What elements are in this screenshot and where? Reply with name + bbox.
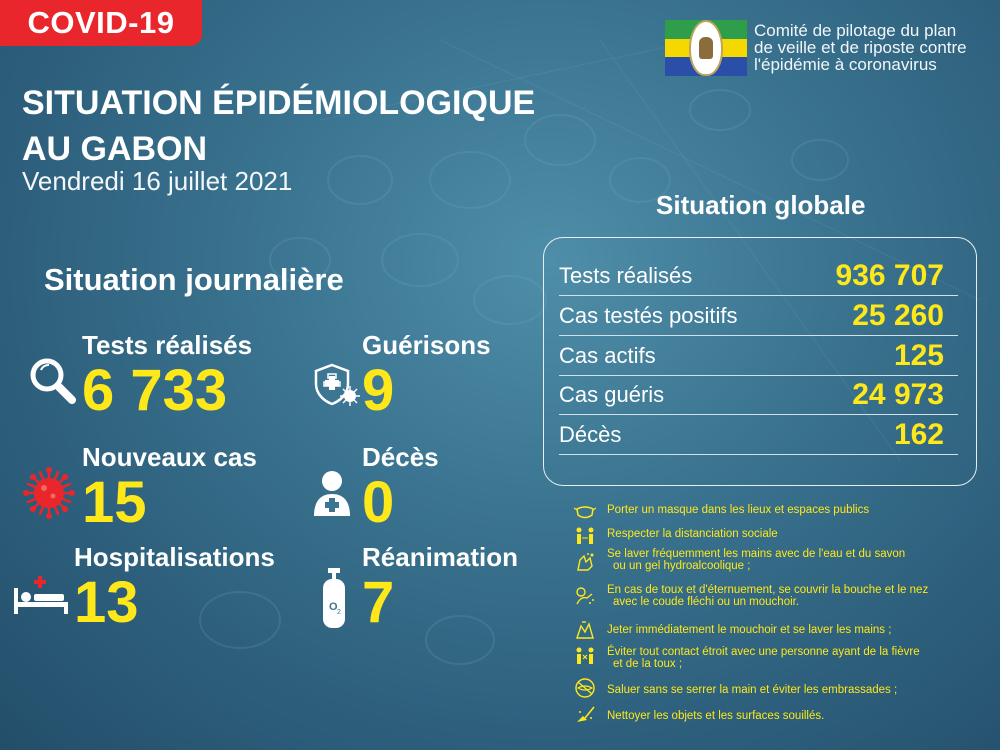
measure-text: Respecter la distanciation sociale	[607, 528, 967, 540]
recoveries-value: 9	[362, 358, 395, 423]
intensive-care-value: 7	[362, 570, 395, 635]
measure-text: Saluer sans se serrer la main et éviter …	[607, 684, 967, 696]
measure-line: et de la toux ;	[613, 658, 683, 670]
deaths-value: 0	[362, 470, 395, 535]
hospitalizations-value: 13	[74, 570, 139, 635]
daily-title: Situation journalière	[44, 262, 344, 297]
global-row-label: Tests réalisés	[559, 262, 693, 288]
hospital-bed-icon	[14, 576, 68, 614]
measure-line: En cas de toux et d'éternuement, se couv…	[607, 584, 929, 596]
svg-text:O: O	[329, 601, 338, 613]
measure-line: Porter un masque dans les lieux et espac…	[607, 504, 870, 516]
tissue-icon	[576, 621, 594, 639]
measure-text: Nettoyer les objets et les surfaces soui…	[607, 710, 967, 722]
tests-label: Tests réalisés	[82, 330, 253, 360]
hand-wash-icon	[577, 553, 594, 571]
mask-icon	[574, 506, 596, 519]
measure-line: ou un gel hydroalcoolique ;	[613, 560, 751, 572]
global-stats-box	[543, 237, 977, 486]
global-row-label: Décès	[559, 421, 622, 447]
report-date: Vendredi 16 juillet 2021	[22, 166, 293, 196]
committee-line-3: l'épidémie à coronavirus	[754, 55, 937, 74]
recoveries-label: Guérisons	[362, 330, 491, 360]
virus-icon	[23, 467, 75, 519]
measure-line: Se laver fréquemment les mains avec de l…	[607, 548, 906, 560]
global-row-value: 162	[893, 417, 944, 451]
new-cases-label: Nouveaux cas	[82, 442, 257, 472]
coat-of-arms-icon	[689, 20, 723, 76]
cleaning-icon	[577, 706, 595, 722]
global-row-value: 125	[893, 338, 944, 372]
tests-value: 6 733	[82, 358, 228, 423]
global-row-label: Cas actifs	[559, 342, 656, 368]
measure-line: Jeter immédiatement le mouchoir et se la…	[607, 624, 892, 636]
shield-virus-icon	[314, 363, 360, 406]
title-line-2: AU GABON	[22, 130, 208, 168]
measure-text: Éviter tout contact étroit avec une pers…	[607, 646, 967, 670]
oxygen-tank-icon: O 2	[323, 568, 345, 628]
measure-line: avec le coude fléchi ou un mouchoir.	[613, 596, 800, 608]
global-row-label: Cas testés positifs	[559, 302, 738, 328]
committee-name: Comité de pilotage du plan de veille et …	[754, 22, 967, 73]
avoid-contact-icon	[576, 647, 594, 664]
deaths-label: Décès	[362, 442, 439, 472]
global-row: Cas guéris 24 973	[559, 375, 958, 415]
committee-line-1: Comité de pilotage du plan	[754, 21, 957, 40]
no-handshake-icon	[575, 678, 595, 698]
global-row-value: 936 707	[835, 258, 944, 292]
new-cases-value: 15	[82, 470, 147, 535]
measure-text: Se laver fréquemment les mains avec de l…	[607, 548, 967, 572]
distance-icon	[576, 527, 594, 544]
global-title: Situation globale	[656, 190, 866, 220]
measure-line: Nettoyer les objets et les surfaces soui…	[607, 710, 825, 722]
measure-line: Éviter tout contact étroit avec une pers…	[607, 646, 920, 658]
committee-line-2: de veille et de riposte contre	[754, 38, 967, 57]
intensive-care-label: Réanimation	[362, 542, 519, 572]
hospitalizations-label: Hospitalisations	[74, 542, 275, 572]
measure-line: Respecter la distanciation sociale	[607, 528, 778, 540]
measure-text: Porter un masque dans les lieux et espac…	[607, 504, 967, 516]
measure-text: Jeter immédiatement le mouchoir et se la…	[607, 624, 967, 636]
global-row: Cas actifs 125	[559, 336, 958, 376]
title-line-1: SITUATION ÉPIDÉMIOLOGIQUE	[22, 84, 536, 122]
global-row-value: 24 973	[852, 377, 944, 411]
global-row: Cas testés positifs 25 260	[559, 296, 958, 336]
global-row-value: 25 260	[852, 298, 944, 332]
svg-text:2: 2	[337, 609, 341, 616]
global-row-label: Cas guéris	[559, 381, 665, 407]
person-icon	[314, 471, 350, 516]
global-row: Décès 162	[559, 415, 958, 455]
measure-text: En cas de toux et d'éternuement, se couv…	[607, 584, 967, 608]
covid-badge: COVID-19	[0, 0, 202, 46]
magnifier-icon	[30, 358, 76, 404]
global-row: Tests réalisés 936 707	[559, 256, 958, 296]
measure-line: Saluer sans se serrer la main et éviter …	[607, 684, 898, 696]
cough-icon	[576, 587, 594, 605]
page-title: SITUATION ÉPIDÉMIOLOGIQUE AU GABON	[22, 80, 535, 172]
